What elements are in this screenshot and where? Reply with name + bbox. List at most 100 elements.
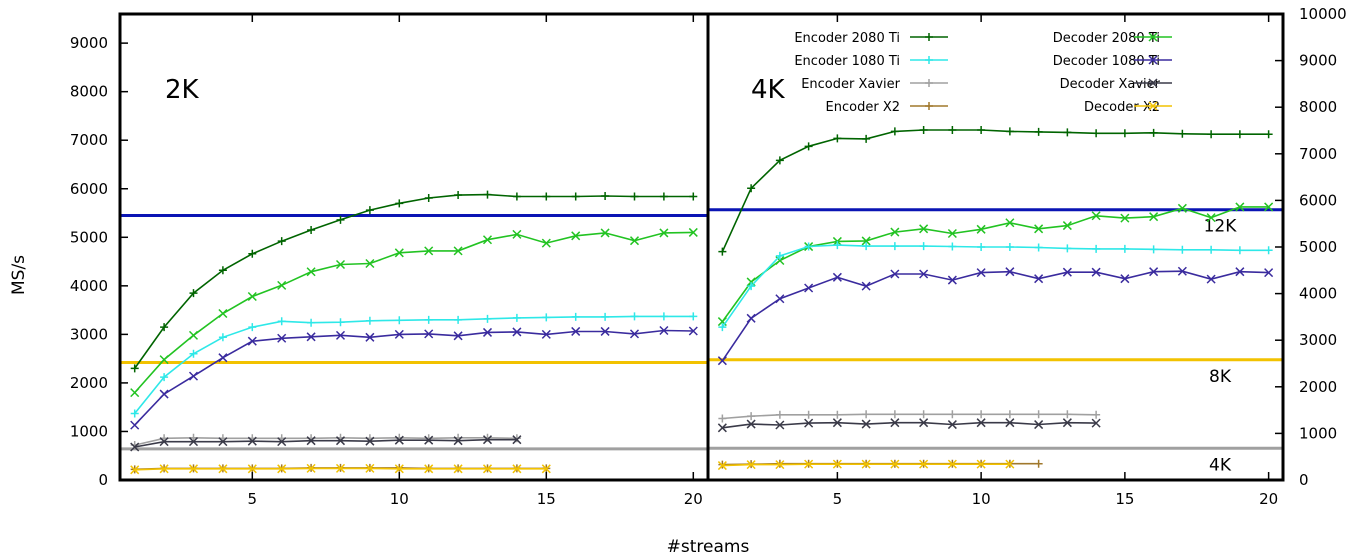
panel-4k-series-decoder-2080-ti-line bbox=[721, 206, 1269, 323]
panel-4k-series-encoder-1080-ti-point bbox=[1149, 245, 1158, 254]
panel-4k-series-encoder-1080-ti-point bbox=[1264, 246, 1273, 255]
panel-4k-series-decoder-xavier-point bbox=[890, 418, 900, 428]
panel-2k-series-encoder-1080-ti-point bbox=[160, 373, 169, 382]
panel-2k-series-decoder-1080-ti-point bbox=[394, 329, 404, 339]
panel-4k-series-encoder-2080-ti-point bbox=[1092, 129, 1101, 138]
right-ytick-label: 6000 bbox=[1299, 191, 1337, 209]
panel-4k-series-decoder-1080-ti-point bbox=[890, 269, 900, 279]
panel-4k-series-decoder-2080-ti-point bbox=[947, 228, 957, 239]
panel-2k-series-decoder-1080-ti-point bbox=[424, 329, 434, 339]
panel-2k-xtick-label: 15 bbox=[537, 490, 556, 508]
left-ytick-label: 3000 bbox=[70, 325, 108, 343]
panel-2k-series-decoder-2080-ti-line bbox=[134, 231, 694, 394]
left-ytick-label: 7000 bbox=[70, 131, 108, 149]
panel-2k-series-encoder-1080-ti-point bbox=[424, 315, 433, 324]
panel-2k-series-encoder-2080-ti-point bbox=[571, 192, 580, 201]
panel-4k-series-decoder-2080-ti-point bbox=[1120, 213, 1130, 223]
panel-4k-xtick-label: 20 bbox=[1259, 490, 1278, 508]
legend-item-decoder-2080-ti: Decoder 2080 Ti bbox=[1053, 31, 1172, 46]
panel-2k-series-encoder-1080-ti-point bbox=[542, 313, 551, 322]
panel-4k-series-encoder-2080-ti-point bbox=[890, 127, 899, 136]
right-ytick-label: 2000 bbox=[1299, 378, 1337, 396]
panel-4k-series-encoder-1080-ti-point bbox=[1235, 246, 1244, 255]
panel-4k-series-decoder-1080-ti-point bbox=[919, 269, 929, 279]
panel-2k-series-decoder-2080-ti-point bbox=[659, 228, 669, 238]
panel-4k-series-encoder-xavier-point bbox=[1005, 410, 1014, 419]
legend-swatch-marker bbox=[1148, 32, 1158, 42]
y-axis-label: MS/s bbox=[9, 255, 29, 295]
panel-2k-series-encoder-2080-ti-point bbox=[248, 249, 257, 258]
panel-4k-series-decoder-1080-ti-point bbox=[1062, 267, 1072, 277]
panel-2k-series-decoder-x2-point bbox=[512, 464, 522, 474]
panel-2k-series-encoder-1080-ti-point bbox=[571, 312, 580, 321]
panel-4k-series-decoder-1080-ti-point bbox=[1235, 267, 1245, 277]
panel-4k-series-encoder-xavier-point bbox=[804, 410, 813, 419]
panel-4k-series-decoder-x2 bbox=[717, 459, 1015, 471]
panel-4k-series-decoder-xavier-point bbox=[1062, 418, 1072, 428]
legend-swatch-marker bbox=[1148, 101, 1158, 111]
right-ytick-label: 1000 bbox=[1299, 424, 1337, 442]
panel-2k-series-decoder-xavier-point bbox=[424, 435, 434, 445]
panel-2k-series-encoder-2080-ti-point bbox=[454, 191, 463, 200]
panel-2k-series-encoder-2080-ti bbox=[130, 190, 698, 373]
panel-2k-series-decoder-2080-ti-point bbox=[306, 267, 316, 277]
panel-2k-series-decoder-x2 bbox=[130, 463, 551, 475]
right-ytick-label: 10000 bbox=[1299, 5, 1347, 23]
panel-4k-series-encoder-1080-ti-point bbox=[1092, 244, 1101, 253]
panel-2k-series-decoder-1080-ti-point bbox=[659, 325, 669, 336]
panel-2k-series-decoder-1080-ti-point bbox=[600, 326, 610, 336]
panel-4k-series-encoder-2080-ti-point bbox=[1034, 127, 1043, 136]
panel-4k-series-decoder-xavier-point bbox=[717, 423, 727, 433]
panel-4k-series-decoder-1080-ti-point bbox=[775, 294, 785, 304]
left-ytick-label: 0 bbox=[98, 471, 108, 489]
panel-4k-series-decoder-x2-point bbox=[804, 459, 814, 469]
reference-label-12k: 12K bbox=[1204, 217, 1238, 237]
panel-2k-series-decoder-x2-point bbox=[482, 464, 493, 474]
panel-2k-series-decoder-x2-point bbox=[541, 464, 551, 474]
panel-2k-series-encoder-1080-ti bbox=[130, 312, 698, 418]
right-ytick-label: 8000 bbox=[1299, 98, 1337, 116]
reference-label-8k: 8K bbox=[1209, 367, 1232, 387]
panel-4k-series-encoder-2080-ti bbox=[718, 126, 1273, 256]
panel-2k-series-decoder-x2-point bbox=[306, 463, 316, 473]
panel-4k-series-decoder-1080-ti-point bbox=[947, 275, 957, 285]
panel-4k-series-decoder-x2-point bbox=[746, 460, 756, 470]
panel-2k-series-decoder-1080-ti-point bbox=[571, 326, 581, 336]
panel-4k-series-encoder-xavier-point bbox=[862, 410, 871, 419]
panel-4k-series-decoder-1080-ti-point bbox=[1091, 267, 1101, 277]
left-ytick-label: 4000 bbox=[70, 277, 108, 295]
panel-4k-series-decoder-1080-ti-point bbox=[1264, 268, 1274, 278]
panel-4k-series-encoder-2080-ti-point bbox=[1063, 128, 1072, 137]
panel-4k-series-decoder-xavier-point bbox=[832, 418, 842, 428]
panel-4k-series-encoder-2080-ti-point bbox=[1235, 130, 1244, 139]
panel-4k-xtick-label: 15 bbox=[1115, 490, 1134, 508]
panel-2k-series-encoder-2080-ti-point bbox=[512, 192, 521, 201]
panel-4k-series-decoder-x2-point bbox=[775, 460, 785, 470]
panel-4k-series-encoder-1080-ti-point bbox=[1005, 243, 1014, 251]
panel-4k-series-encoder-2080-ti-point bbox=[775, 156, 784, 165]
panel-2k-series-encoder-1080-ti-point bbox=[218, 333, 227, 342]
panel-4k-series-encoder-1080-ti-point bbox=[948, 242, 957, 251]
panel-2k-series-decoder-x2-point bbox=[424, 464, 434, 474]
panel-4k-series-encoder-1080-ti-point bbox=[1063, 244, 1072, 253]
panel-4k-series-encoder-2080-ti-point bbox=[1149, 128, 1158, 137]
panel-2k-series-encoder-xavier-point bbox=[512, 434, 521, 443]
left-ytick-label: 1000 bbox=[70, 422, 108, 440]
panel-4k-series-encoder-xavier-point bbox=[1092, 410, 1101, 419]
panel-2k-label: 2K bbox=[165, 75, 200, 105]
panel-4k-series-encoder-xavier-point bbox=[890, 410, 899, 419]
panel-4k-series-decoder-2080-ti-point bbox=[919, 224, 929, 234]
panel-4k-series-encoder-1080-ti-point bbox=[919, 242, 928, 251]
panel-4k-series-encoder-1080-ti-point bbox=[977, 243, 986, 251]
legend-label: Decoder 2080 Ti bbox=[1053, 31, 1160, 46]
panel-2k-series-encoder-2080-ti-point bbox=[689, 192, 698, 201]
panel-2k-series-decoder-xavier-line bbox=[134, 438, 517, 448]
panel-2k-series-decoder-1080-ti-point bbox=[482, 327, 493, 337]
panel-2k-series-encoder-1080-ti-point bbox=[659, 312, 668, 321]
legend-swatch-marker bbox=[925, 79, 933, 87]
panel-2k-series-decoder-xavier-point bbox=[159, 437, 169, 447]
panel-2k-series-decoder-1080-ti-point bbox=[453, 331, 463, 341]
panel-4k-series-encoder-xavier-point bbox=[919, 410, 928, 419]
panel-4k-series-decoder-1080-ti-point bbox=[1034, 274, 1044, 284]
panel-4k-series-encoder-1080-ti-point bbox=[747, 282, 756, 291]
